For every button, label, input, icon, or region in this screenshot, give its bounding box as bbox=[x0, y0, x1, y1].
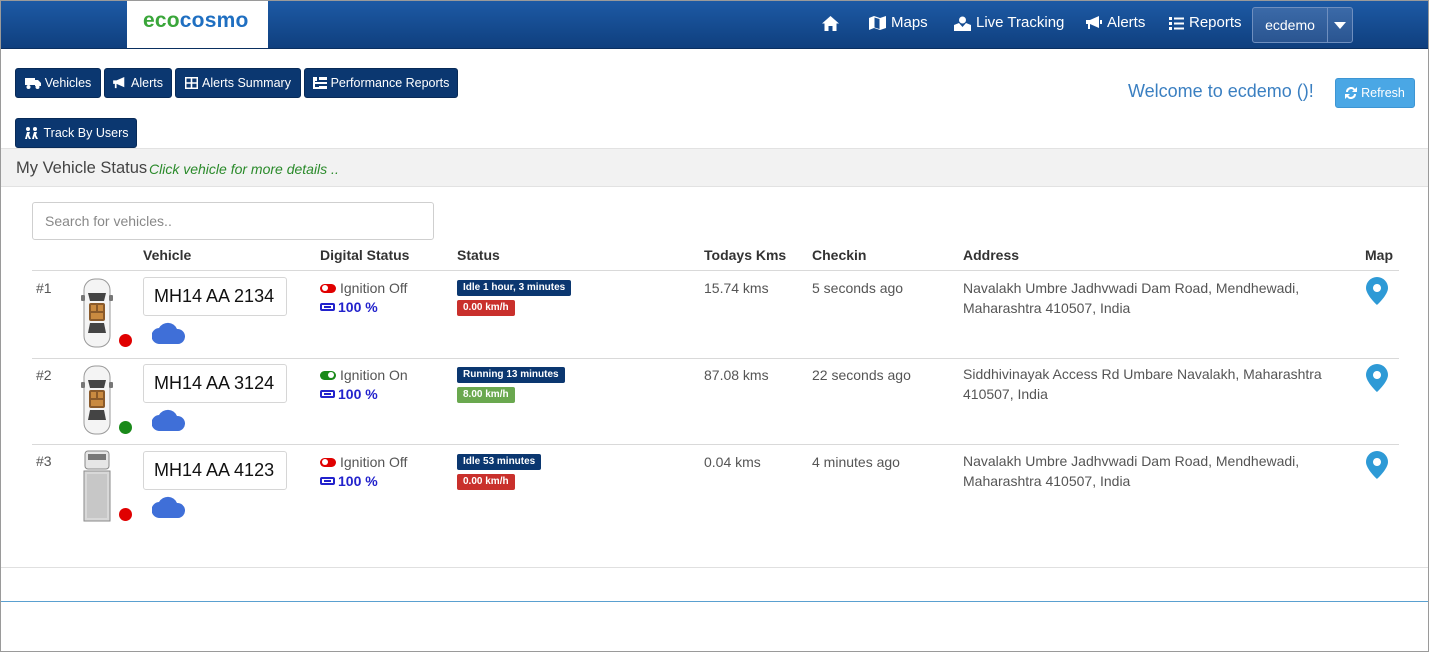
header-status: Status bbox=[457, 247, 500, 263]
ignition-toggle-icon bbox=[320, 283, 336, 293]
speed-badge: 0.00 km/h bbox=[457, 474, 515, 490]
caret-down-icon[interactable] bbox=[1334, 22, 1346, 29]
logo-text: ecocosmo bbox=[143, 9, 249, 32]
row-number: #1 bbox=[36, 280, 52, 296]
row-divider bbox=[32, 358, 1399, 359]
nav-home[interactable] bbox=[822, 1, 839, 45]
status-dot bbox=[119, 508, 132, 521]
users-running-icon bbox=[24, 127, 38, 139]
alerts-button[interactable]: Alerts bbox=[104, 68, 172, 98]
checkin-time: 5 seconds ago bbox=[812, 280, 904, 296]
list-icon bbox=[1169, 16, 1184, 30]
vehicle-status-bar: My Vehicle Status Click vehicle for more… bbox=[1, 148, 1428, 187]
track-by-users-button[interactable]: Track By Users bbox=[15, 118, 137, 148]
header-todays-kms: Todays Kms bbox=[704, 247, 787, 263]
header-vehicle: Vehicle bbox=[143, 247, 192, 263]
nav-alerts[interactable]: Alerts bbox=[1086, 1, 1145, 45]
vehicle-plate[interactable]: MH14 AA 3124 bbox=[143, 364, 287, 403]
battery-status: 100 % bbox=[320, 386, 378, 402]
ignition-toggle-icon bbox=[320, 370, 336, 380]
status-badge: Idle 53 minutes bbox=[457, 454, 542, 470]
table-icon bbox=[185, 77, 199, 89]
nav-live-tracking[interactable]: Live Tracking bbox=[954, 1, 1064, 45]
ignition-status: Ignition On bbox=[320, 367, 408, 383]
truck-icon[interactable] bbox=[83, 450, 111, 522]
refresh-icon bbox=[1345, 87, 1358, 99]
row-divider bbox=[32, 444, 1399, 445]
map-icon bbox=[869, 16, 886, 30]
vehicles-button[interactable]: Vehicles bbox=[15, 68, 101, 98]
todays-kms: 87.08 kms bbox=[704, 367, 769, 383]
user-name[interactable]: ecdemo bbox=[1253, 8, 1328, 42]
speed-badge: 8.00 km/h bbox=[457, 387, 515, 403]
sitemap-icon bbox=[312, 77, 327, 89]
row-number: #2 bbox=[36, 367, 52, 383]
checkin-time: 22 seconds ago bbox=[812, 367, 911, 383]
status-badge: Idle 1 hour, 3 minutes bbox=[457, 280, 572, 296]
battery-status: 100 % bbox=[320, 299, 378, 315]
content-bottom-divider bbox=[1, 567, 1428, 568]
speed-badge: 0.00 km/h bbox=[457, 300, 515, 316]
map-pin-icon[interactable] bbox=[1366, 277, 1388, 305]
truck-icon bbox=[24, 78, 41, 89]
ignition-status: Ignition Off bbox=[320, 454, 407, 470]
status-dot bbox=[119, 421, 132, 434]
nav-maps[interactable]: Maps bbox=[869, 1, 928, 45]
footer-divider bbox=[1, 601, 1428, 602]
vehicle-search-input[interactable] bbox=[32, 202, 434, 240]
map-marker-group-icon bbox=[954, 16, 971, 31]
header-map: Map bbox=[1365, 247, 1393, 263]
battery-status: 100 % bbox=[320, 473, 378, 489]
nav-reports[interactable]: Reports bbox=[1169, 1, 1242, 45]
welcome-message: Welcome to ecdemo ()! bbox=[1128, 81, 1314, 101]
car-icon[interactable] bbox=[81, 277, 113, 349]
header-divider bbox=[32, 270, 1399, 271]
home-icon bbox=[822, 15, 839, 31]
performance-reports-button[interactable]: Performance Reports bbox=[304, 68, 458, 98]
vehicle-plate[interactable]: MH14 AA 4123 bbox=[143, 451, 287, 490]
header-checkin: Checkin bbox=[812, 247, 867, 263]
address: Siddhivinayak Access Rd Umbare Navalakh,… bbox=[963, 366, 1322, 402]
todays-kms: 15.74 kms bbox=[704, 280, 769, 296]
map-pin-icon[interactable] bbox=[1366, 364, 1388, 392]
refresh-button[interactable]: Refresh bbox=[1335, 78, 1415, 108]
battery-icon bbox=[320, 390, 335, 398]
alerts-summary-button[interactable]: Alerts Summary bbox=[175, 68, 301, 98]
todays-kms: 0.04 kms bbox=[704, 454, 761, 470]
status-badge: Running 13 minutes bbox=[457, 367, 565, 383]
brand-logo[interactable]: ecocosmo bbox=[127, 1, 268, 48]
cloud-icon[interactable] bbox=[152, 322, 185, 344]
status-dot bbox=[119, 334, 132, 347]
bullhorn-icon bbox=[1086, 16, 1102, 29]
car-icon[interactable] bbox=[81, 364, 113, 436]
user-dropdown[interactable]: ecdemo bbox=[1252, 7, 1353, 43]
address: Navalakh Umbre Jadhvwadi Dam Road, Mendh… bbox=[963, 453, 1300, 489]
checkin-time: 4 minutes ago bbox=[812, 454, 900, 470]
address: Navalakh Umbre Jadhvwadi Dam Road, Mendh… bbox=[963, 280, 1300, 316]
cloud-icon[interactable] bbox=[152, 409, 185, 431]
cloud-icon[interactable] bbox=[152, 496, 185, 518]
battery-icon bbox=[320, 303, 335, 311]
header-address: Address bbox=[963, 247, 1020, 263]
section-hint: Click vehicle for more details .. bbox=[149, 161, 339, 177]
battery-icon bbox=[320, 477, 335, 485]
bullhorn-icon bbox=[113, 77, 125, 89]
vehicle-plate[interactable]: MH14 AA 2134 bbox=[143, 277, 287, 316]
header-digital-status: Digital Status bbox=[320, 247, 410, 263]
row-number: #3 bbox=[36, 453, 52, 469]
ignition-status: Ignition Off bbox=[320, 280, 407, 296]
map-pin-icon[interactable] bbox=[1366, 451, 1388, 479]
section-title: My Vehicle Status bbox=[16, 159, 148, 177]
ignition-toggle-icon bbox=[320, 457, 336, 467]
top-navbar: ecocosmo Maps Live Tracking Alerts Repor… bbox=[1, 1, 1428, 49]
